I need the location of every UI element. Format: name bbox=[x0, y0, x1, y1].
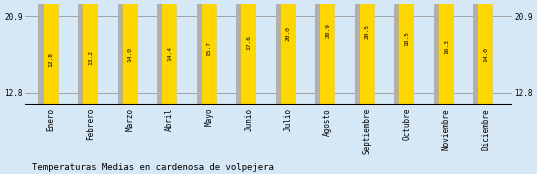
Bar bbox=[43, 0, 59, 105]
Text: 17.6: 17.6 bbox=[246, 34, 251, 50]
Bar bbox=[39, 0, 54, 105]
Bar bbox=[434, 0, 449, 105]
Bar bbox=[281, 0, 296, 105]
Bar bbox=[320, 0, 335, 105]
Bar bbox=[78, 0, 93, 105]
Text: 16.3: 16.3 bbox=[444, 39, 449, 54]
Text: 20.0: 20.0 bbox=[286, 26, 291, 41]
Bar bbox=[473, 0, 488, 105]
Bar bbox=[122, 0, 137, 105]
Text: 20.9: 20.9 bbox=[325, 23, 330, 38]
Bar bbox=[236, 0, 251, 105]
Bar bbox=[202, 0, 217, 105]
Text: Temperaturas Medias en cardenosa de volpejera: Temperaturas Medias en cardenosa de volp… bbox=[32, 163, 274, 172]
Text: 14.0: 14.0 bbox=[128, 48, 133, 62]
Bar bbox=[162, 0, 177, 105]
Bar bbox=[197, 0, 212, 105]
Text: 14.4: 14.4 bbox=[167, 46, 172, 61]
Bar bbox=[83, 0, 98, 105]
Bar bbox=[439, 0, 454, 105]
Bar bbox=[478, 0, 494, 105]
Text: 13.2: 13.2 bbox=[88, 50, 93, 65]
Bar bbox=[315, 0, 330, 105]
Bar bbox=[118, 0, 133, 105]
Text: 18.5: 18.5 bbox=[404, 31, 409, 46]
Bar bbox=[354, 0, 369, 105]
Bar bbox=[360, 0, 375, 105]
Text: 12.8: 12.8 bbox=[49, 52, 54, 67]
Bar bbox=[275, 0, 291, 105]
Text: 15.7: 15.7 bbox=[207, 41, 212, 56]
Text: 14.0: 14.0 bbox=[483, 48, 488, 62]
Bar bbox=[400, 0, 415, 105]
Bar bbox=[241, 0, 256, 105]
Text: 20.5: 20.5 bbox=[365, 24, 370, 39]
Bar bbox=[157, 0, 172, 105]
Bar bbox=[394, 0, 409, 105]
